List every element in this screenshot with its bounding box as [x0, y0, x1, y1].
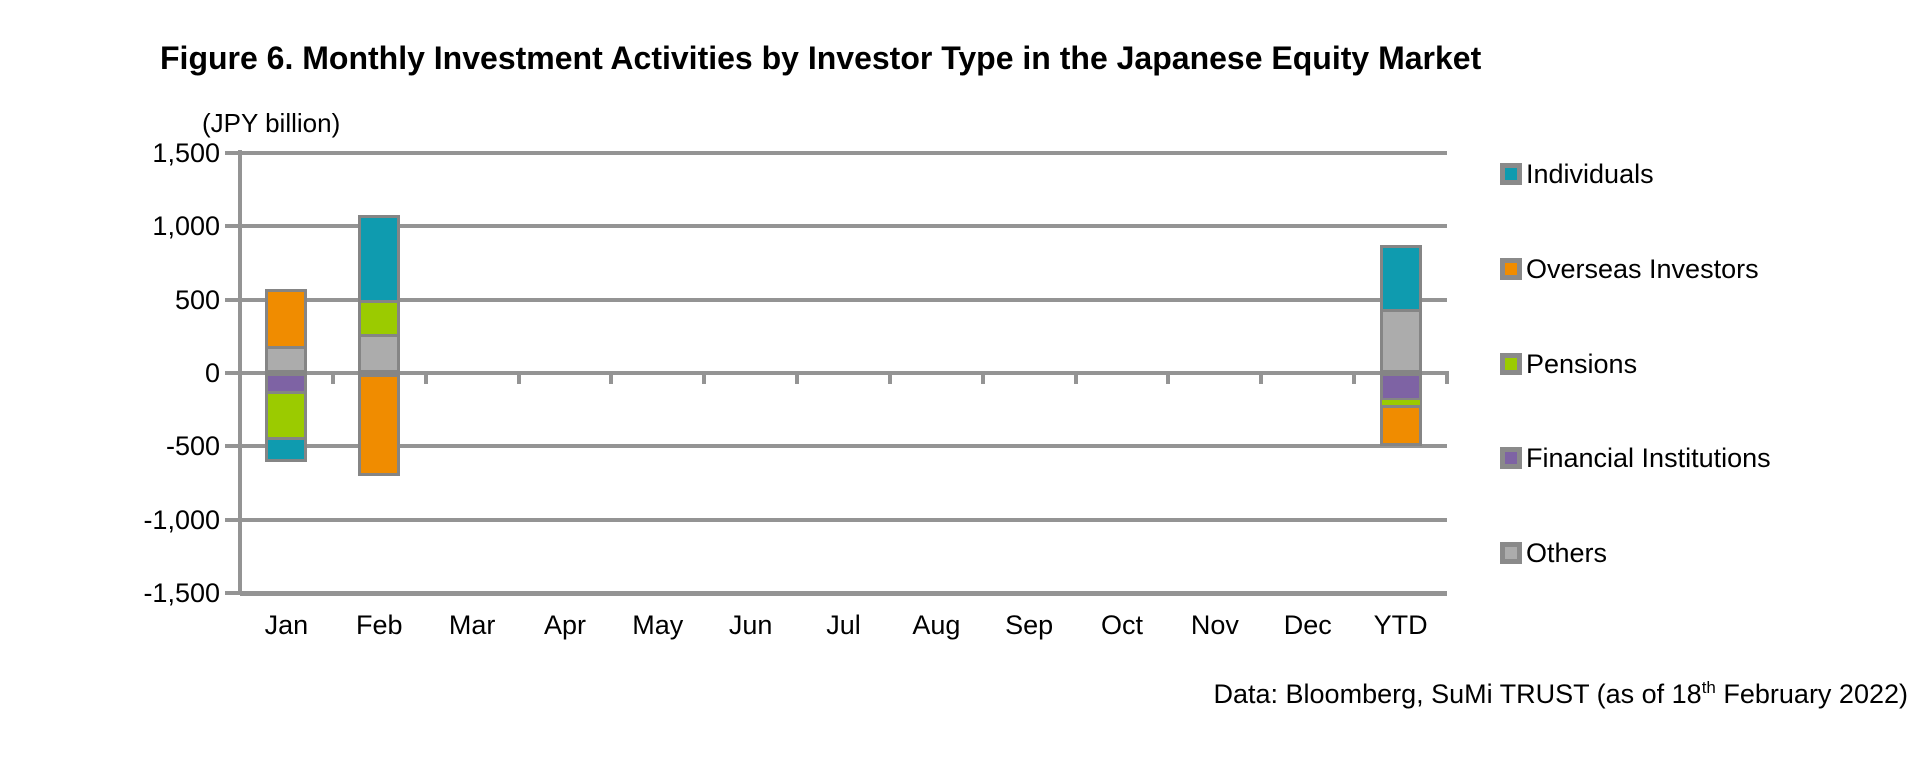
- x-axis-label: Feb: [356, 610, 403, 640]
- y-axis-label: 0: [204, 358, 220, 388]
- gridline: [240, 444, 1447, 449]
- bar-segment: [1379, 244, 1422, 313]
- y-axis-tick: [225, 371, 240, 375]
- bar-segment: [358, 299, 401, 338]
- bar-segment: [358, 373, 401, 476]
- data-source-text: Data: Bloomberg, SuMi TRUST (as of 18: [1213, 679, 1702, 709]
- category-tick: [609, 371, 614, 384]
- x-axis-label: Apr: [543, 610, 586, 640]
- category-tick: [1166, 371, 1171, 384]
- bar-segment: [1379, 405, 1422, 447]
- x-axis-label: May: [632, 610, 684, 640]
- legend-swatch: [1500, 163, 1522, 185]
- y-axis-label: -500: [165, 431, 220, 462]
- bar-segment: [265, 345, 308, 373]
- legend-item: Others: [1500, 536, 1607, 570]
- x-axis-label: Jun: [728, 610, 773, 640]
- figure-title: Figure 6. Monthly Investment Activities …: [160, 40, 1482, 76]
- y-axis-tick: [225, 444, 240, 449]
- category-tick: [795, 371, 800, 384]
- data-source-note: Data: Bloomberg, SuMi TRUST (as of 18th …: [1214, 678, 1909, 710]
- category-tick: [980, 371, 985, 384]
- y-axis-tick: [225, 591, 240, 595]
- legend-swatch: [1500, 542, 1522, 564]
- category-tick: [1445, 371, 1449, 384]
- bar-segment: [358, 214, 401, 303]
- legend-swatch: [1500, 447, 1522, 470]
- x-axis-label: Sep: [1005, 610, 1054, 640]
- bar-segment: [265, 288, 308, 349]
- category-tick: [423, 371, 428, 384]
- bar-segment: [1379, 309, 1422, 373]
- legend-item: Financial Institutions: [1500, 441, 1771, 475]
- y-axis-tick: [225, 151, 240, 155]
- y-axis-label: -1,500: [143, 578, 220, 608]
- y-axis-label: 500: [174, 284, 220, 315]
- gridline: [240, 590, 1447, 596]
- legend-label: Others: [1526, 538, 1608, 568]
- x-axis-label: Dec: [1283, 610, 1332, 640]
- y-axis-tick: [225, 297, 240, 302]
- x-axis-label: Nov: [1190, 610, 1239, 640]
- legend-label: Individuals: [1526, 159, 1654, 189]
- x-axis-label: Aug: [912, 610, 961, 640]
- legend-item: Pensions: [1500, 347, 1637, 381]
- category-tick: [702, 371, 707, 384]
- y-axis-tick: [225, 224, 240, 229]
- data-source-text: February 2022): [1715, 679, 1908, 709]
- x-axis-label: Jan: [264, 610, 309, 640]
- data-source-superscript: th: [1701, 678, 1716, 697]
- category-tick: [1352, 371, 1357, 384]
- x-axis-label: Mar: [448, 610, 496, 640]
- bar-segment: [265, 437, 308, 462]
- x-axis-label: Jul: [826, 610, 861, 640]
- y-axis-label: -1,000: [143, 504, 220, 535]
- legend-item: Overseas Investors: [1500, 252, 1759, 286]
- category-tick: [238, 371, 242, 384]
- category-tick: [516, 371, 521, 384]
- y-axis-tick: [225, 517, 240, 522]
- legend-swatch: [1500, 257, 1522, 280]
- x-axis-label: Oct: [1101, 610, 1144, 640]
- legend-label: Pensions: [1526, 348, 1638, 379]
- gridline: [240, 151, 1447, 155]
- y-axis-label: 1,000: [152, 211, 220, 242]
- legend-label: Financial Institutions: [1526, 443, 1771, 474]
- x-axis-label: YTD: [1373, 610, 1428, 640]
- gridline: [240, 297, 1447, 302]
- category-tick: [330, 371, 335, 384]
- category-tick: [1073, 371, 1078, 384]
- category-tick: [887, 371, 892, 384]
- gridline: [240, 371, 1447, 375]
- category-tick: [1259, 371, 1264, 384]
- legend-swatch: [1500, 352, 1522, 375]
- y-axis-label: 1,500: [152, 138, 220, 168]
- gridline: [240, 224, 1447, 229]
- gridline: [240, 517, 1447, 522]
- bar-segment: [265, 390, 308, 441]
- legend-label: Overseas Investors: [1526, 253, 1759, 284]
- bar-segment: [358, 334, 401, 373]
- axis-unit-label: (JPY billion): [202, 108, 341, 138]
- bar-segment: [1379, 373, 1422, 401]
- legend-item: Individuals: [1500, 157, 1654, 191]
